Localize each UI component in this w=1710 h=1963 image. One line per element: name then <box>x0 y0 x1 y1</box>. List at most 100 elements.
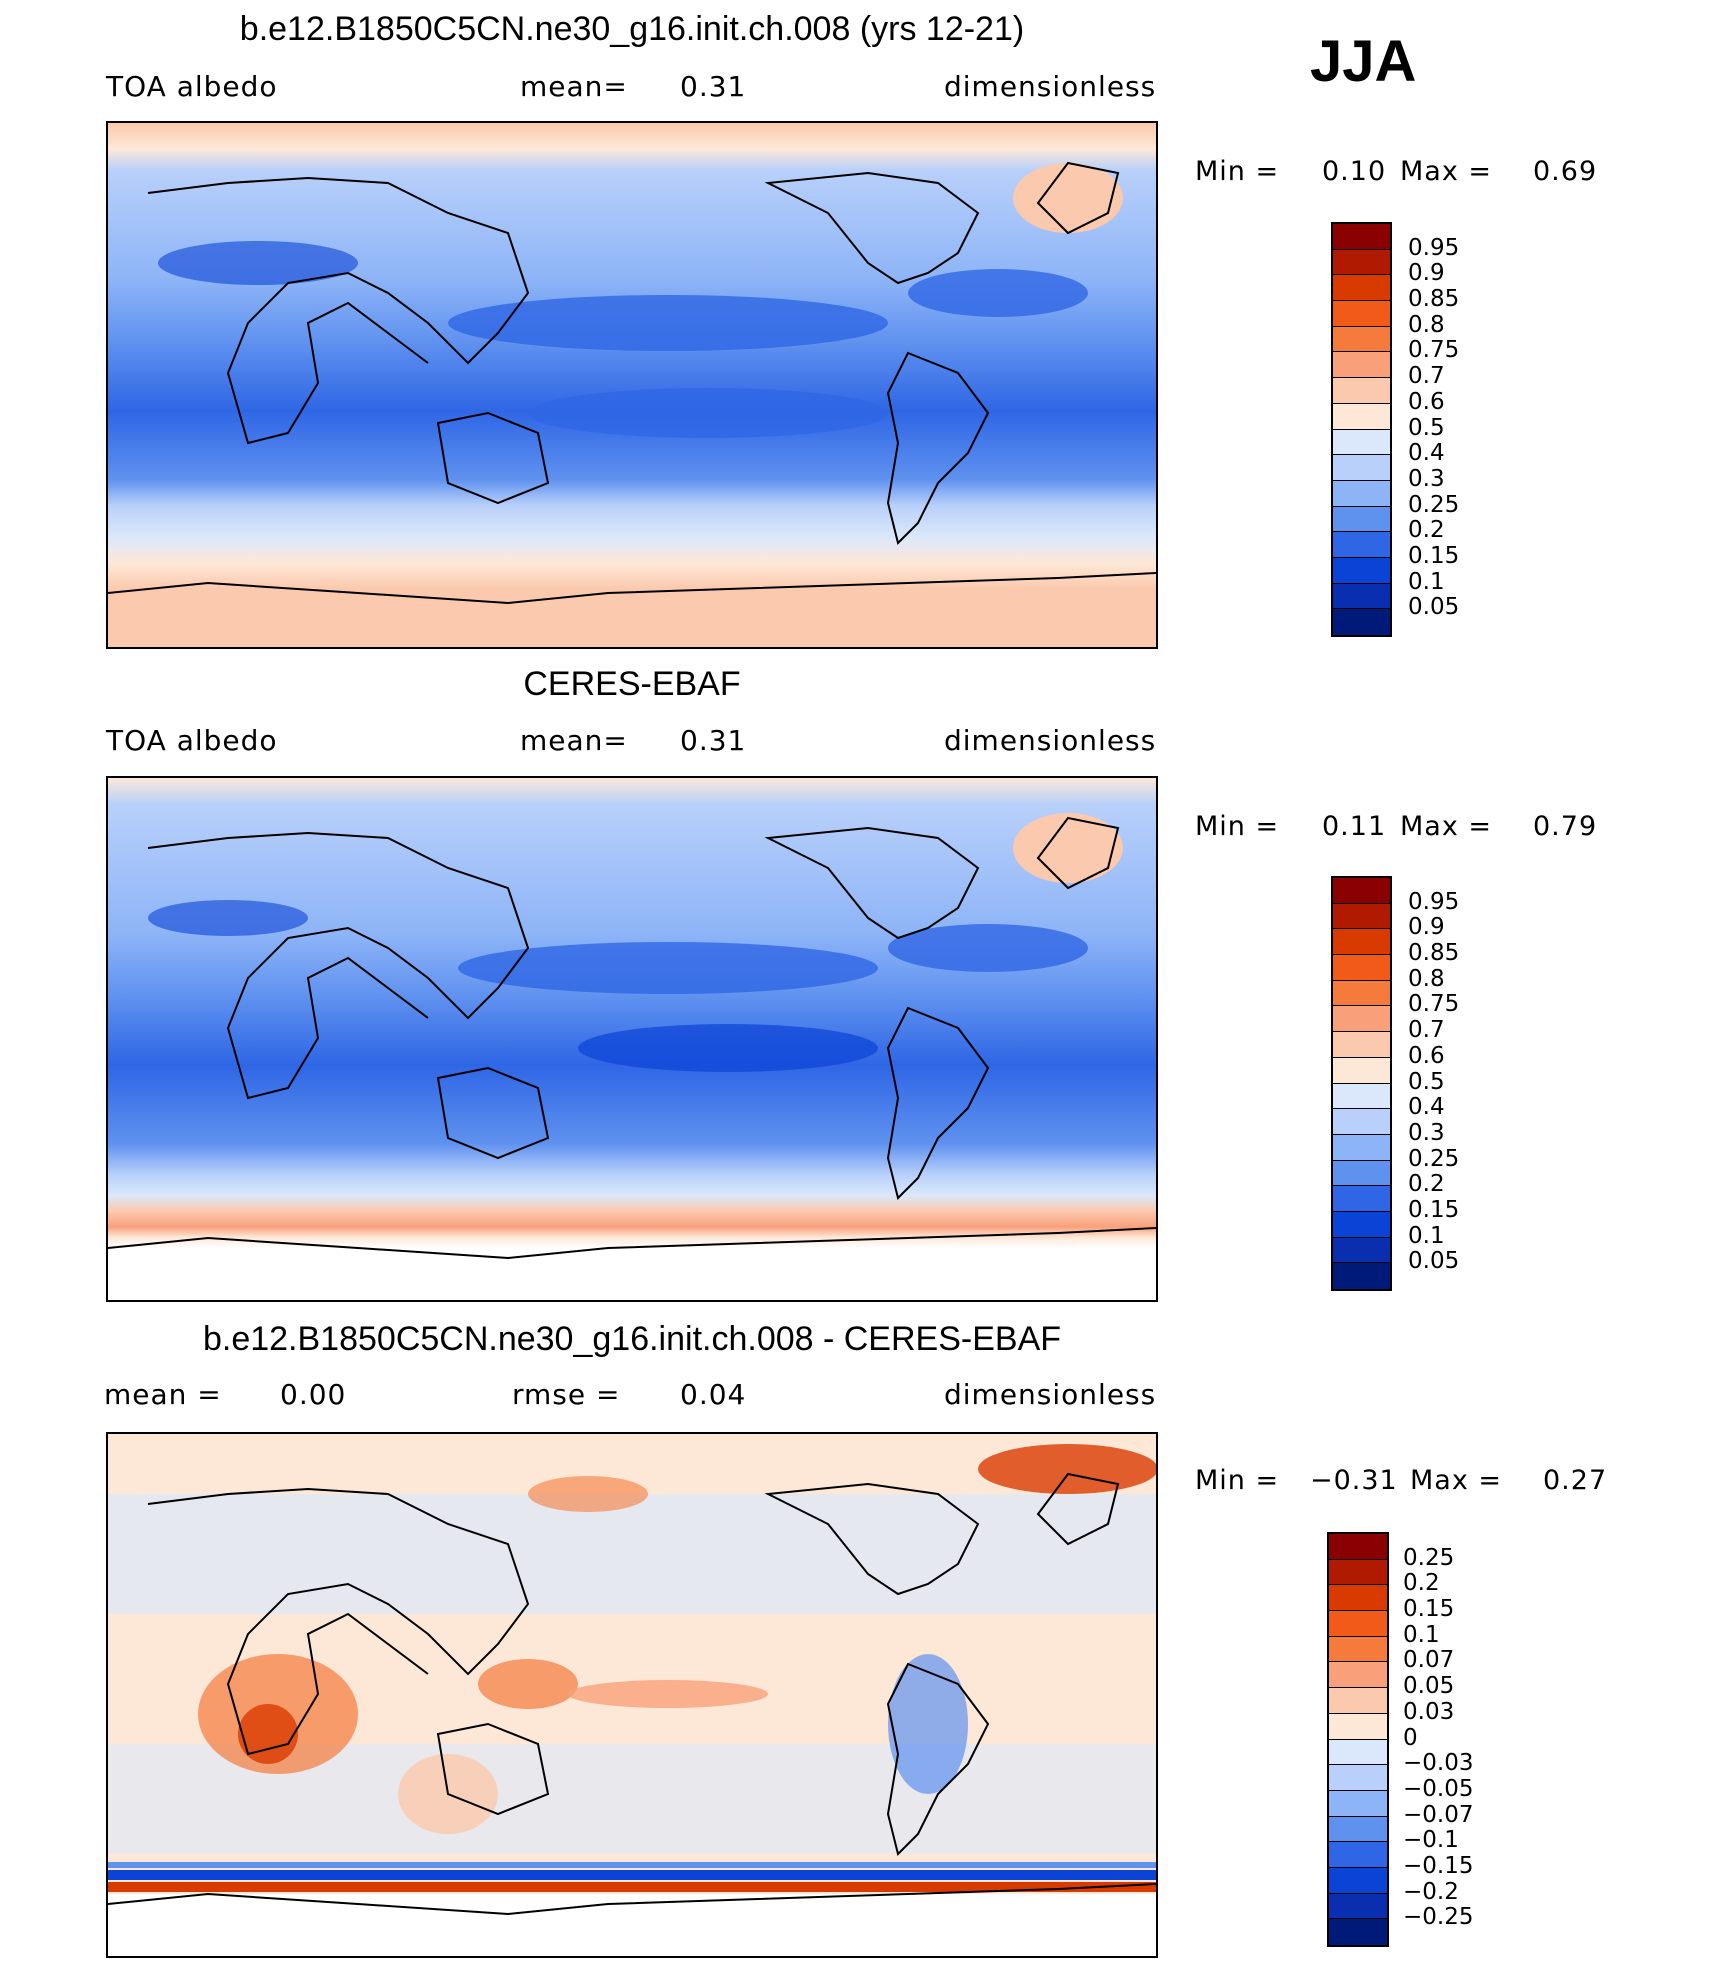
colorbar-cell <box>1329 1688 1387 1714</box>
colorbar-cell <box>1329 1842 1387 1868</box>
colorbar-tick-label: −0.05 <box>1403 1775 1474 1802</box>
colorbar-cell <box>1333 955 1390 981</box>
colorbar-tick-label: 0.95 <box>1408 888 1460 915</box>
colorbar-cell <box>1333 878 1390 904</box>
colorbar-tick-label: 0.2 <box>1403 1570 1440 1597</box>
colorbar-cell <box>1333 1006 1390 1033</box>
colorbar-tick-label: 0.85 <box>1408 940 1460 967</box>
max-value-diff: 0.27 <box>1543 1465 1608 1496</box>
colorbar-cell <box>1333 1186 1390 1212</box>
min-label-model: Min = <box>1195 156 1280 187</box>
min-label-obs: Min = <box>1195 811 1280 842</box>
colorbar-cell <box>1333 1057 1390 1084</box>
colorbar-cell <box>1333 480 1390 507</box>
colorbar-cell <box>1333 455 1390 481</box>
colorbar-cell <box>1333 532 1390 558</box>
colorbar-tick-label: 0.9 <box>1408 260 1445 287</box>
colorbar-tick-label: −0.03 <box>1403 1750 1474 1777</box>
colorbar-cell <box>1329 1662 1387 1689</box>
colorbar-cell <box>1333 929 1390 956</box>
panel-field-label-obs: TOA albedo <box>106 724 278 757</box>
season-label: JJA <box>1310 29 1417 94</box>
max-value-model: 0.69 <box>1533 156 1598 187</box>
colorbar-cell <box>1333 326 1390 353</box>
colorbar-tick-label: 0.6 <box>1408 388 1445 415</box>
panel-mean-label-obs: mean= <box>520 724 628 757</box>
colorbar-cell <box>1329 1713 1387 1740</box>
colorbar-tick-label: −0.1 <box>1403 1827 1459 1854</box>
map-diff-svg <box>108 1434 1156 1956</box>
colorbar-tick-label: 0.4 <box>1408 1094 1445 1121</box>
map-obs <box>106 776 1158 1302</box>
colorbar-tick-label: 0.05 <box>1408 594 1460 621</box>
colorbar-cell <box>1333 403 1390 430</box>
colorbar-cell <box>1329 1893 1387 1920</box>
colorbar-tick-label: 0.4 <box>1408 440 1445 467</box>
colorbar-cell <box>1329 1611 1387 1637</box>
colorbar-labels-diff: 0.25 0.2 0.15 0.1 0.07 0.05 0.03 0 −0.03 −0.05 −0.… <box>1403 1532 1533 1947</box>
colorbar-tick-label: 0.25 <box>1403 1544 1455 1571</box>
colorbar-tick-label: 0 <box>1403 1724 1418 1751</box>
colorbar-tick-label: 0.25 <box>1408 491 1460 518</box>
colorbar-cell <box>1333 557 1390 584</box>
colorbar-tick-label: 0.3 <box>1408 465 1445 492</box>
panel-units-model: dimensionless <box>944 70 1157 103</box>
colorbar-tick-label: 0.6 <box>1408 1042 1445 1069</box>
panel-units-obs: dimensionless <box>944 724 1157 757</box>
panel-rmse-value-diff: 0.04 <box>680 1378 747 1411</box>
colorbar-cell <box>1329 1867 1387 1894</box>
colorbar-cell <box>1329 1765 1387 1791</box>
colorbar-cell <box>1329 1534 1387 1560</box>
colorbar-tick-label: 0.5 <box>1408 1068 1445 1095</box>
colorbar-tick-label: 0.3 <box>1408 1119 1445 1146</box>
max-label-diff: Max = <box>1410 1465 1503 1496</box>
max-label-model: Max = <box>1400 156 1493 187</box>
colorbar-tick-label: 0.8 <box>1408 311 1445 338</box>
colorbar-obs <box>1331 876 1392 1291</box>
colorbar-cell <box>1329 1636 1387 1663</box>
colorbar-tick-label: −0.2 <box>1403 1878 1459 1905</box>
colorbar-model <box>1331 222 1392 637</box>
colorbar-tick-label: 0.8 <box>1408 965 1445 992</box>
colorbar-tick-label: 0.15 <box>1403 1596 1455 1623</box>
panel-title-diff: b.e12.B1850C5CN.ne30_g16.init.ch.008 - C… <box>202 1320 1062 1358</box>
max-value-obs: 0.79 <box>1533 811 1598 842</box>
map-model <box>106 121 1158 649</box>
colorbar-tick-label: 0.07 <box>1403 1647 1455 1674</box>
colorbar-cell <box>1333 980 1390 1007</box>
colorbar-cell <box>1333 1083 1390 1110</box>
colorbar-cell <box>1329 1816 1387 1843</box>
colorbar-tick-label: −0.15 <box>1403 1852 1474 1879</box>
colorbar-cell <box>1333 378 1390 404</box>
colorbar-cell <box>1333 249 1390 276</box>
map-model-svg <box>108 123 1156 647</box>
colorbar-labels-obs: 0.95 0.9 0.85 0.8 0.75 0.7 0.6 0.5 0.4 0.3 0.25 0.2… <box>1408 876 1528 1291</box>
colorbar-tick-label: 0.1 <box>1408 1222 1445 1249</box>
colorbar-tick-label: 0.15 <box>1408 542 1460 569</box>
colorbar-cell <box>1333 1237 1390 1264</box>
max-label-obs: Max = <box>1400 811 1493 842</box>
colorbar-cell <box>1333 352 1390 379</box>
colorbar-cell <box>1333 224 1390 250</box>
colorbar-diff <box>1327 1532 1389 1947</box>
colorbar-cell <box>1329 1739 1387 1766</box>
colorbar-cell <box>1333 1211 1390 1238</box>
panel-field-label-model: TOA albedo <box>106 70 278 103</box>
colorbar-cell <box>1333 1032 1390 1058</box>
colorbar-cell <box>1329 1585 1387 1612</box>
colorbar-tick-label: 0.75 <box>1408 337 1460 364</box>
colorbar-labels-model: 0.95 0.9 0.85 0.8 0.75 0.7 0.6 0.5 0.4 0.3 0.25 0.2… <box>1408 222 1528 637</box>
colorbar-tick-label: 0.1 <box>1408 568 1445 595</box>
panel-title-model: b.e12.B1850C5CN.ne30_g16.init.ch.008 (yr… <box>239 10 1025 48</box>
colorbar-tick-label: 0.75 <box>1408 991 1460 1018</box>
colorbar-cell <box>1333 903 1390 930</box>
colorbar-tick-label: −0.25 <box>1403 1904 1474 1931</box>
colorbar-tick-label: 0.25 <box>1408 1145 1460 1172</box>
panel-mean-value-model: 0.31 <box>680 70 747 103</box>
colorbar-tick-label: −0.07 <box>1403 1801 1474 1828</box>
colorbar-cell <box>1333 506 1390 533</box>
colorbar-tick-label: 0.7 <box>1408 1017 1445 1044</box>
colorbar-tick-label: 0.05 <box>1408 1248 1460 1275</box>
colorbar-cell <box>1329 1559 1387 1586</box>
min-value-model: 0.10 <box>1322 156 1387 187</box>
